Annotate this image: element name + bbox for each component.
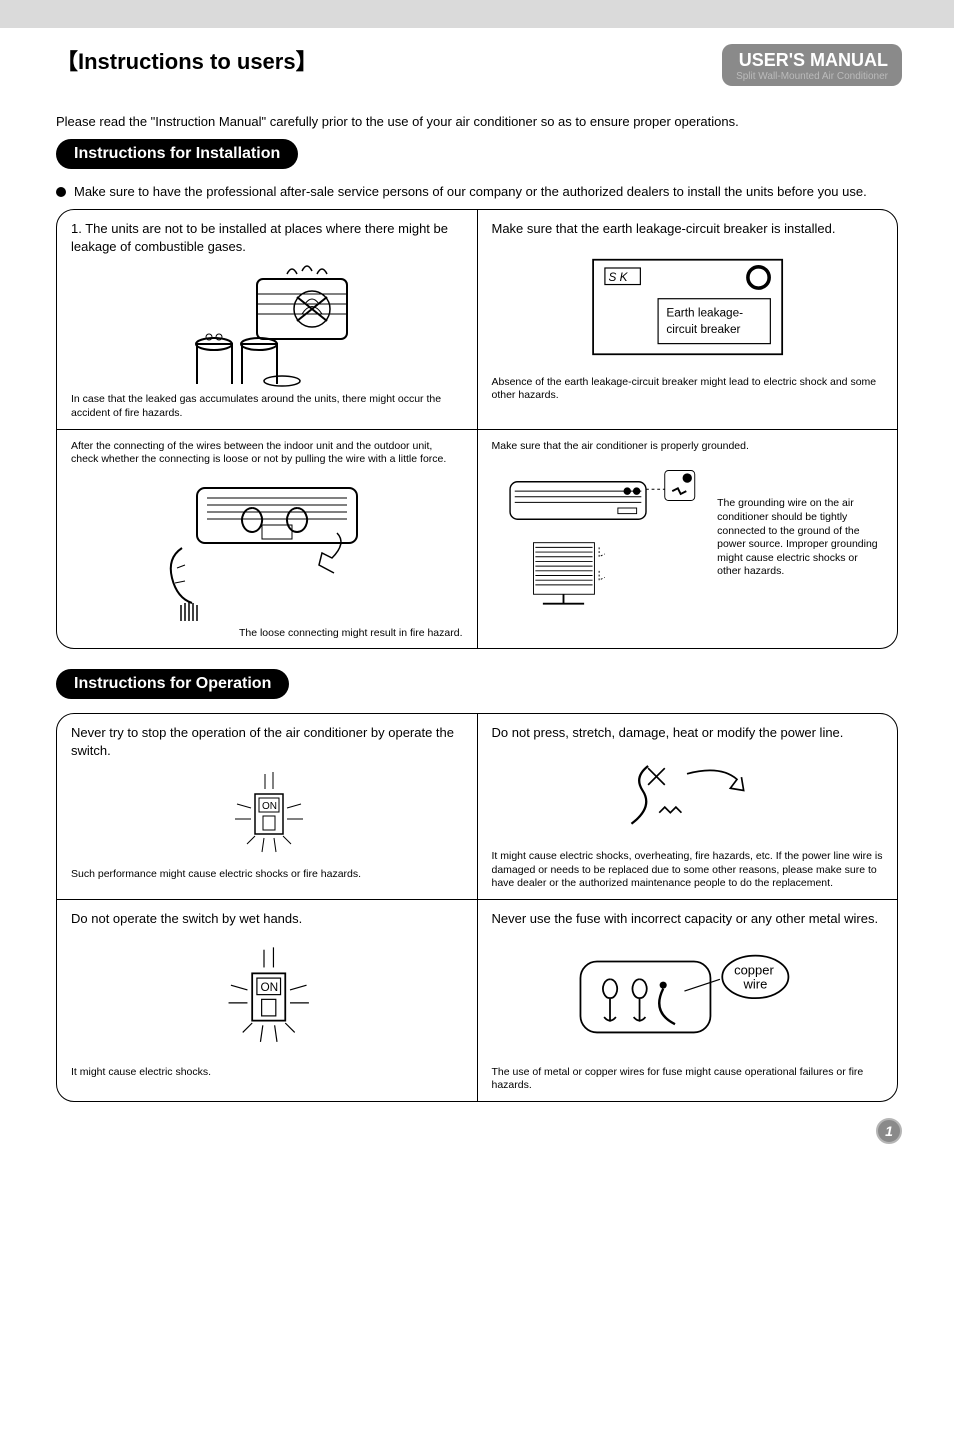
breaker-sk-label: S K (608, 270, 628, 284)
operation-panel: Never try to stop the operation of the a… (56, 713, 898, 1101)
breaker-box-label-2: circuit breaker (666, 322, 740, 336)
op-cell-switch: Never try to stop the operation of the a… (57, 714, 477, 898)
op-cell-wethands-foot: It might cause electric shocks. (71, 1066, 463, 1080)
op-cell-powerline: Do not press, stretch, damage, heat or m… (477, 714, 898, 898)
op-cell-switch-head: Never try to stop the operation of the a… (71, 724, 463, 759)
intro-text: Please read the "Instruction Manual" car… (0, 94, 954, 139)
title-row: 【Instructions to users】 USER'S MANUAL Sp… (0, 28, 954, 94)
install-panel: 1. The units are not to be installed at … (56, 209, 898, 649)
breaker-icon: S K Earth leakage- circuit breaker (534, 242, 841, 372)
op-cell-powerline-foot: It might cause electric shocks, overheat… (492, 850, 884, 891)
install-cell-ground-head: Make sure that the air conditioner is pr… (492, 440, 884, 454)
ground-diagram (492, 463, 708, 613)
wire-pull-diagram (71, 473, 463, 623)
page-number-badge: 1 (876, 1118, 902, 1144)
wire-pull-icon (127, 473, 407, 623)
ground-side-note: The grounding wire on the air conditione… (717, 497, 883, 579)
fuse-bubble-2: wire (743, 976, 768, 991)
install-cell-breaker: Make sure that the earth leakage-circuit… (477, 210, 898, 428)
op-cell-wethands-head: Do not operate the switch by wet hands. (71, 910, 463, 928)
fuse-diagram: copper wire (492, 932, 884, 1062)
install-cell-breaker-foot: Absence of the earth leakage-circuit bre… (492, 376, 884, 403)
install-bullet: Make sure to have the professional after… (56, 183, 898, 201)
install-cell-breaker-head: Make sure that the earth leakage-circuit… (492, 220, 884, 238)
header-gray-bar (0, 0, 954, 28)
wet-hands-switch-icon: ON (160, 932, 373, 1062)
op-cell-fuse: Never use the fuse with incorrect capaci… (477, 900, 898, 1101)
gas-leak-diagram (71, 259, 463, 389)
ground-icon (496, 463, 702, 613)
install-cell-gas-foot: In case that the leaked gas accumulates … (71, 393, 463, 420)
page-number: 1 (876, 1118, 902, 1144)
op-cell-powerline-head: Do not press, stretch, damage, heat or m… (492, 724, 884, 742)
install-cell-gas: 1. The units are not to be installed at … (57, 210, 477, 428)
switch-diagram-1: ON (71, 764, 463, 864)
install-cell-wire-head: After the connecting of the wires betwee… (71, 440, 463, 467)
manual-subtitle: Split Wall-Mounted Air Conditioner (736, 71, 888, 82)
switch-on-icon: ON (177, 764, 357, 864)
op-cell-wethands: Do not operate the switch by wet hands. … (57, 900, 477, 1101)
switch-diagram-2: ON (71, 932, 463, 1062)
manual-badge: USER'S MANUAL Split Wall-Mounted Air Con… (722, 44, 902, 86)
install-cell-ground: Make sure that the air conditioner is pr… (477, 430, 898, 649)
gas-leak-icon (137, 259, 397, 389)
op-cell-fuse-foot: The use of metal or copper wires for fus… (492, 1066, 884, 1093)
op-cell-fuse-head: Never use the fuse with incorrect capaci… (492, 910, 884, 928)
breaker-diagram: S K Earth leakage- circuit breaker (492, 242, 884, 372)
breaker-box-label-1: Earth leakage- (666, 305, 743, 319)
install-cell-wire: After the connecting of the wires betwee… (57, 430, 477, 649)
install-cell-wire-foot: The loose connecting might result in fir… (71, 627, 463, 641)
op-cell-switch-foot: Such performance might cause electric sh… (71, 868, 463, 882)
section-pill-installation: Instructions for Installation (56, 139, 298, 169)
powerline-damage-icon (587, 746, 787, 846)
install-cell-gas-head: 1. The units are not to be installed at … (71, 220, 463, 255)
switch-label-1: ON (262, 801, 277, 812)
install-bullet-text: Make sure to have the professional after… (74, 183, 867, 201)
manual-title: USER'S MANUAL (736, 50, 888, 71)
page-title: 【Instructions to users】 (56, 44, 318, 76)
fuse-bubble-1: copper (735, 962, 775, 977)
fuse-icon: copper wire (545, 932, 829, 1062)
section-pill-operation: Instructions for Operation (56, 669, 289, 699)
bullet-icon (56, 187, 66, 197)
switch-label-2: ON (261, 980, 279, 994)
powerline-diagram (492, 746, 884, 846)
